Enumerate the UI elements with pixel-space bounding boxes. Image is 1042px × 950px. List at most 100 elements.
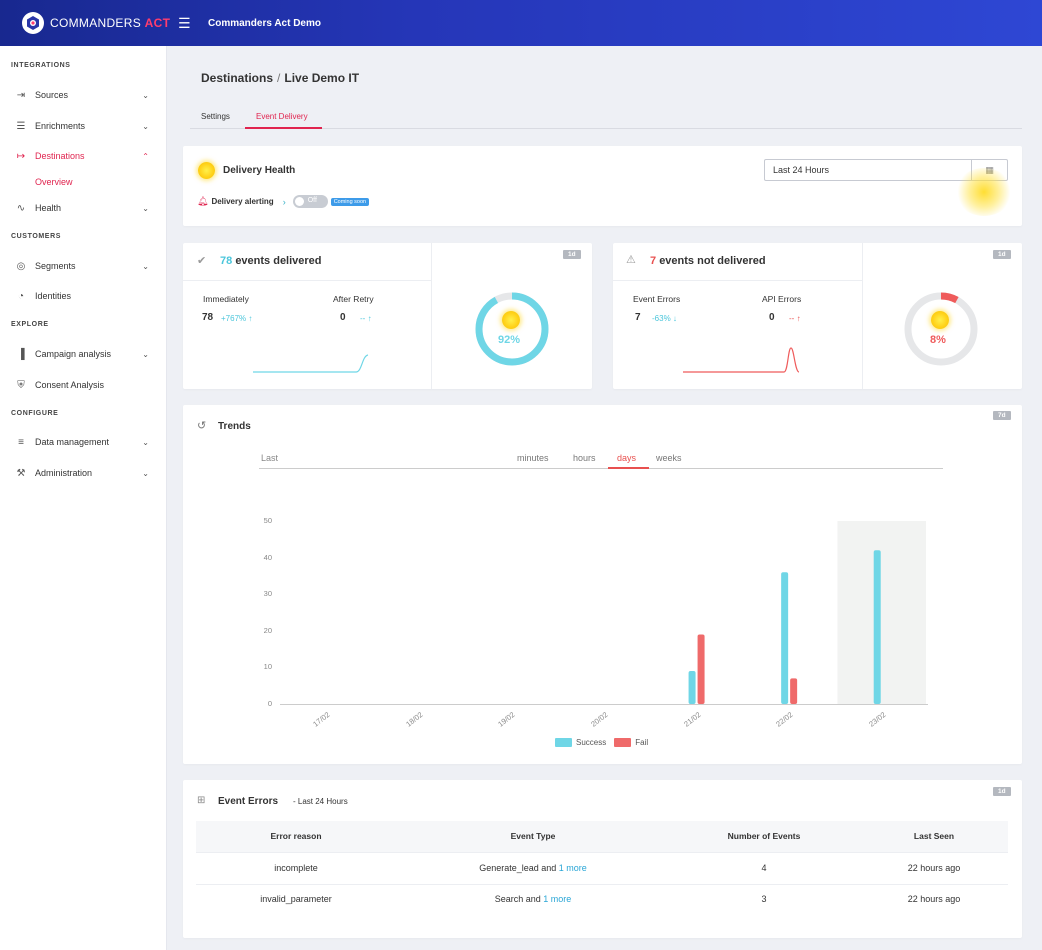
- after-retry-value: 0: [340, 312, 346, 323]
- alerting-toggle[interactable]: Off: [292, 195, 328, 208]
- more-link[interactable]: 1 more: [558, 863, 587, 873]
- legend-item-success[interactable]: Success: [555, 738, 606, 747]
- events-delivered-card: [183, 243, 592, 389]
- trends-bar-chart: [280, 521, 928, 705]
- event-errors-subtitle: - Last 24 Hours: [293, 797, 348, 806]
- warning-icon: ⚠︎: [626, 254, 636, 266]
- legend-swatch: [614, 738, 632, 747]
- events-not-delivered-heading: 7 events not delivered: [650, 255, 766, 267]
- tab-bar: Settings Event Delivery: [190, 108, 1022, 129]
- section-title-integrations: INTEGRATIONS: [11, 62, 71, 69]
- column-header-number-of-events[interactable]: Number of Events: [727, 831, 801, 841]
- legend-item-fail[interactable]: Fail: [614, 738, 648, 747]
- breadcrumb-current: Live Demo IT: [284, 71, 360, 85]
- bar-success-22-02[interactable]: [781, 572, 789, 704]
- events-not-delivered-card: [613, 243, 1022, 389]
- sidebar-item-label: Administration: [35, 468, 93, 478]
- column-header-last-seen[interactable]: Last Seen: [913, 831, 955, 841]
- column-header-error-reason[interactable]: Error reason: [270, 831, 322, 841]
- not-delivered-label: events not delivered: [659, 255, 766, 267]
- legend-label: Fail: [635, 738, 649, 747]
- period-badge: 1d: [563, 250, 581, 259]
- not-delivered-count: 7: [650, 255, 657, 267]
- sidebar-subitem-overview[interactable]: Overview: [35, 177, 73, 187]
- event-errors-title: Event Errors: [218, 796, 279, 807]
- card-divider: [183, 280, 431, 281]
- sidebar-item-health[interactable]: ∿ Health ⌄: [0, 198, 167, 218]
- immediately-value: 78: [202, 312, 214, 323]
- sidebar-item-consent-analysis[interactable]: ⛨ Consent Analysis: [0, 375, 167, 395]
- range-tab-hours[interactable]: hours: [573, 453, 596, 463]
- sidebar-item-sources[interactable]: ⇥ Sources ⌄: [0, 85, 167, 105]
- y-tick-label: 0: [267, 699, 272, 708]
- bar-success-21-02[interactable]: [688, 671, 696, 704]
- cell-event-type: Generate_lead and 1 more: [479, 863, 587, 873]
- top-bar: COMMANDERS ACT ☰ Commanders Act Demo: [0, 0, 1042, 46]
- toggle-knob: [294, 197, 304, 206]
- delivery-alerting-label: Delivery alerting: [211, 197, 274, 206]
- api-errors-value: 0: [769, 312, 775, 323]
- logo-text: COMMANDERS ACT: [50, 16, 171, 30]
- layers-icon: ☰: [16, 120, 26, 132]
- sidebar-item-label: Enrichments: [35, 121, 86, 131]
- bar-fail-21-02[interactable]: [697, 634, 705, 704]
- y-tick-label: 50: [263, 516, 272, 525]
- period-badge: 7d: [993, 411, 1011, 420]
- sidebar-item-segments[interactable]: ◎ Segments ⌄: [0, 256, 167, 276]
- immediately-delta: +767% ↑: [221, 314, 253, 323]
- not-delivered-percent: 8%: [930, 334, 946, 346]
- sidebar-item-data-management[interactable]: ≡ Data management ⌄: [0, 432, 167, 452]
- section-title-customers: CUSTOMERS: [11, 233, 61, 240]
- chevron-down-icon: ⌄: [142, 261, 149, 271]
- event-errors-card: [183, 780, 1022, 938]
- tab-settings[interactable]: Settings: [201, 112, 230, 121]
- delivered-count: 78: [220, 255, 233, 267]
- check-circle-icon: ✔︎: [197, 255, 207, 267]
- close-square-icon: ⊞: [197, 795, 206, 806]
- bar-fail-22-02[interactable]: [790, 678, 798, 704]
- api-errors-delta: -- ↑: [789, 314, 801, 323]
- date-range-select[interactable]: Last 24 Hours ▦: [764, 159, 1008, 181]
- toggle-label: Off: [307, 197, 317, 204]
- wrench-icon: ⚒: [16, 467, 26, 479]
- arrow-up-icon: ↑: [796, 314, 801, 323]
- coming-soon-badge: Coming soon: [330, 197, 370, 206]
- cell-number-of-events: 4: [761, 863, 767, 873]
- sidebar-item-campaign-analysis[interactable]: ▐ Campaign analysis ⌄: [0, 344, 167, 364]
- section-title-configure: CONFIGURE: [11, 410, 59, 417]
- sidebar-item-identities[interactable]: ◔ Identities: [0, 286, 167, 306]
- range-tab-days[interactable]: days: [617, 453, 637, 463]
- range-tab-minutes[interactable]: minutes: [517, 453, 549, 463]
- sidebar-item-label: Segments: [35, 261, 76, 271]
- delivery-alerting-row: 🔔︎ Delivery alerting › Off Coming soon: [197, 195, 370, 208]
- hamburger-icon[interactable]: ☰: [178, 14, 191, 31]
- after-retry-label: After Retry: [333, 294, 374, 304]
- pulse-icon: ∿: [16, 202, 26, 214]
- range-selector: Last minutes hours days weeks: [259, 451, 943, 469]
- cell-error-reason: invalid_parameter: [260, 894, 332, 904]
- sidebar-item-label: Identities: [35, 291, 72, 301]
- breadcrumb-parent[interactable]: Destinations: [201, 71, 274, 85]
- range-last-label: Last: [261, 453, 279, 463]
- more-link[interactable]: 1 more: [543, 894, 572, 904]
- range-tab-weeks[interactable]: weeks: [656, 453, 682, 463]
- column-header-event-type[interactable]: Event Type: [510, 831, 556, 841]
- fingerprint-icon: ◔: [17, 290, 25, 302]
- sidebar: [0, 46, 167, 950]
- cell-last-seen: 22 hours ago: [907, 894, 961, 904]
- period-badge: 1d: [993, 250, 1011, 259]
- date-range-value: Last 24 Hours: [773, 165, 830, 175]
- bar-success-23-02[interactable]: [873, 550, 881, 704]
- calendar-icon[interactable]: ▦: [971, 160, 1007, 180]
- tab-event-delivery[interactable]: Event Delivery: [256, 112, 308, 121]
- sidebar-item-enrichments[interactable]: ☰ Enrichments ⌄: [0, 116, 167, 136]
- delivery-health-card: [183, 146, 1022, 226]
- after-retry-delta: -- ↑: [360, 314, 372, 323]
- sidebar-item-label: Consent Analysis: [35, 380, 105, 390]
- sidebar-item-label: Destinations: [35, 151, 85, 161]
- sidebar-item-destinations[interactable]: ↦ Destinations ⌃: [0, 146, 167, 166]
- period-badge: 1d: [993, 787, 1011, 796]
- sidebar-item-administration[interactable]: ⚒ Administration ⌄: [0, 463, 167, 483]
- cell-last-seen: 22 hours ago: [907, 863, 961, 873]
- logo[interactable]: COMMANDERS ACT: [22, 12, 172, 34]
